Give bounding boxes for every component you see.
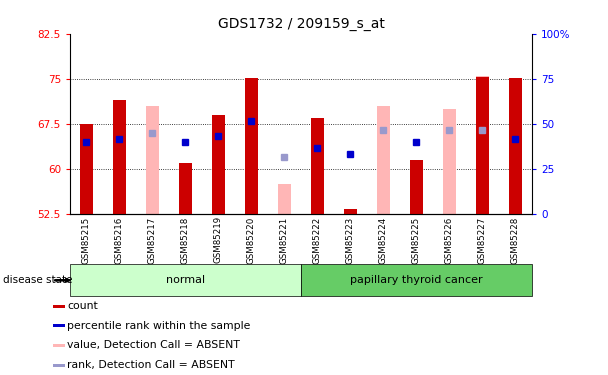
Text: GSM85218: GSM85218	[181, 216, 190, 264]
Bar	[53, 364, 65, 367]
Bar	[146, 106, 159, 214]
Bar	[245, 78, 258, 214]
Bar	[344, 209, 357, 214]
Text: GSM85228: GSM85228	[511, 216, 520, 264]
Title: GDS1732 / 209159_s_at: GDS1732 / 209159_s_at	[218, 17, 384, 32]
Bar	[509, 78, 522, 214]
Text: GSM85222: GSM85222	[313, 216, 322, 264]
Bar	[179, 163, 192, 214]
Bar	[70, 264, 301, 296]
Bar	[410, 160, 423, 214]
Text: GSM85227: GSM85227	[478, 216, 487, 264]
Bar	[377, 106, 390, 214]
Bar	[80, 124, 93, 214]
Text: papillary thyroid cancer: papillary thyroid cancer	[350, 275, 483, 285]
Text: GSM85223: GSM85223	[346, 216, 355, 264]
Text: GSM85215: GSM85215	[82, 216, 91, 264]
Text: rank, Detection Call = ABSENT: rank, Detection Call = ABSENT	[67, 360, 235, 370]
Text: value, Detection Call = ABSENT: value, Detection Call = ABSENT	[67, 340, 240, 351]
Text: normal: normal	[166, 275, 205, 285]
Text: GSM85221: GSM85221	[280, 216, 289, 264]
Text: GSM85220: GSM85220	[247, 216, 256, 264]
Text: GSM85219: GSM85219	[214, 216, 223, 263]
Bar	[476, 77, 489, 214]
Bar	[476, 76, 489, 214]
Text: disease state: disease state	[3, 275, 72, 285]
Text: GSM85226: GSM85226	[445, 216, 454, 264]
Text: GSM85224: GSM85224	[379, 216, 388, 264]
Text: GSM85216: GSM85216	[115, 216, 124, 264]
Bar	[278, 184, 291, 214]
Text: count: count	[67, 301, 98, 311]
Bar	[113, 100, 126, 214]
Bar	[443, 109, 456, 214]
Bar	[53, 324, 65, 327]
Bar	[53, 344, 65, 347]
Text: percentile rank within the sample: percentile rank within the sample	[67, 321, 250, 331]
Text: GSM85225: GSM85225	[412, 216, 421, 264]
Text: GSM85217: GSM85217	[148, 216, 157, 264]
Bar	[212, 115, 225, 214]
Bar	[301, 264, 532, 296]
Bar	[311, 118, 324, 214]
Bar	[53, 304, 65, 307]
